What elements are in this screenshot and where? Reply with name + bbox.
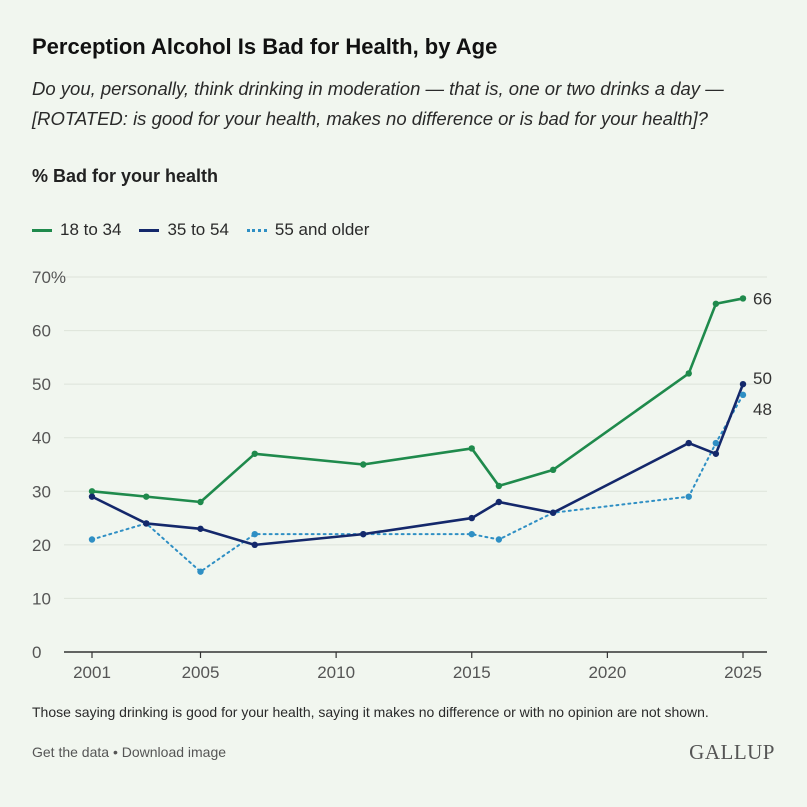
y-tick-label-40: 40 xyxy=(32,429,51,448)
y-tick-label-70: 70% xyxy=(32,268,66,287)
line-chart: 0 10 20 30 40 50 60 70% 2001 2005 2010 2015 2020 2025… xyxy=(32,268,772,682)
x-tick-label-2015: 2015 xyxy=(453,663,491,682)
data-point-55-and-older-2005 xyxy=(197,568,204,575)
data-point-18-to-34-2018 xyxy=(549,466,557,474)
series-line-55-and-older xyxy=(91,393,744,573)
footer-links: Get the data • Download image xyxy=(32,744,226,760)
legend-item-35-to-54: 35 to 54 xyxy=(139,220,229,240)
x-tick-label-2020: 2020 xyxy=(588,663,626,682)
legend: 18 to 34 35 to 54 55 and older xyxy=(32,220,369,240)
measure-label: % Bad for your health xyxy=(32,166,219,186)
data-point-55-and-older-2007 xyxy=(251,530,258,538)
data-point-35-to-54-2005 xyxy=(197,525,204,532)
legend-swatch-55-and-older xyxy=(246,228,267,232)
data-point-55-and-older-2015 xyxy=(468,530,475,538)
x-tick-label-2001: 2001 xyxy=(73,663,111,682)
legend-item-18-to-34: 18 to 34 xyxy=(32,220,121,240)
legend-swatch-18-to-34 xyxy=(32,228,52,232)
data-point-35-to-54-2003 xyxy=(143,520,150,527)
data-point-55-and-older-2025 xyxy=(739,391,747,399)
gallup-logo: GALLUP xyxy=(689,740,775,764)
data-point-35-to-54-2007 xyxy=(251,541,258,549)
y-tick-label-10: 10 xyxy=(32,589,51,608)
data-point-55-and-older-2024 xyxy=(712,439,720,447)
data-point-18-to-34-2015 xyxy=(468,445,475,452)
x-tick-label-2005: 2005 xyxy=(182,663,220,682)
legend-item-55-and-older: 55 and older xyxy=(246,220,370,240)
data-point-35-to-54-2018 xyxy=(549,509,557,516)
footnote: Those saying drinking is good for your h… xyxy=(32,704,709,720)
data-point-35-to-54-2011 xyxy=(360,530,367,538)
end-label-55-and-older: 48 xyxy=(753,400,772,419)
series-line-35-to-54 xyxy=(91,383,745,547)
get-data-link[interactable]: Get the data xyxy=(32,744,110,760)
link-separator: • xyxy=(109,744,122,760)
y-tick-label-50: 50 xyxy=(32,375,51,394)
y-tick-label-30: 30 xyxy=(32,482,51,501)
data-point-35-to-54-2015 xyxy=(468,514,475,522)
data-point-55-and-older-2001 xyxy=(88,536,96,543)
x-tick-label-2010: 2010 xyxy=(317,663,355,682)
y-tick-label-60: 60 xyxy=(32,322,51,341)
data-point-18-to-34-2011 xyxy=(360,461,367,468)
data-point-18-to-34-2003 xyxy=(143,493,150,500)
data-point-18-to-34-2025 xyxy=(739,295,747,302)
chart-title: Perception Alcohol Is Bad for Health, by… xyxy=(32,34,498,59)
legend-label-55-and-older: 55 and older xyxy=(274,220,370,239)
data-point-35-to-54-2023 xyxy=(685,439,692,447)
y-tick-label-0: 0 xyxy=(32,643,41,662)
data-point-18-to-34-2023 xyxy=(685,370,692,377)
data-point-35-to-54-2024 xyxy=(712,450,720,457)
data-point-35-to-54-2001 xyxy=(88,493,96,500)
data-point-35-to-54-2016 xyxy=(495,498,503,506)
y-tick-label-20: 20 xyxy=(32,536,51,555)
series-line-18-to-34 xyxy=(91,297,744,504)
data-point-35-to-54-2025 xyxy=(739,380,747,388)
legend-label-35-to-54: 35 to 54 xyxy=(167,220,229,239)
data-point-55-and-older-2023 xyxy=(685,493,692,500)
x-tick-label-2025: 2025 xyxy=(724,663,762,682)
data-point-18-to-34-2016 xyxy=(495,482,503,490)
data-point-55-and-older-2016 xyxy=(495,536,503,543)
download-image-link[interactable]: Download image xyxy=(121,744,227,760)
end-label-35-to-54: 50 xyxy=(753,369,772,388)
data-point-18-to-34-2007 xyxy=(251,450,258,457)
legend-label-18-to-34: 18 to 34 xyxy=(60,220,122,239)
data-point-18-to-34-2005 xyxy=(197,498,204,506)
legend-swatch-35-to-54 xyxy=(139,228,160,232)
data-point-18-to-34-2001 xyxy=(88,488,96,495)
end-label-18-to-34: 66 xyxy=(753,289,772,308)
data-point-18-to-34-2024 xyxy=(712,300,720,307)
survey-question: Do you, personally, think drinking in mo… xyxy=(32,78,724,129)
